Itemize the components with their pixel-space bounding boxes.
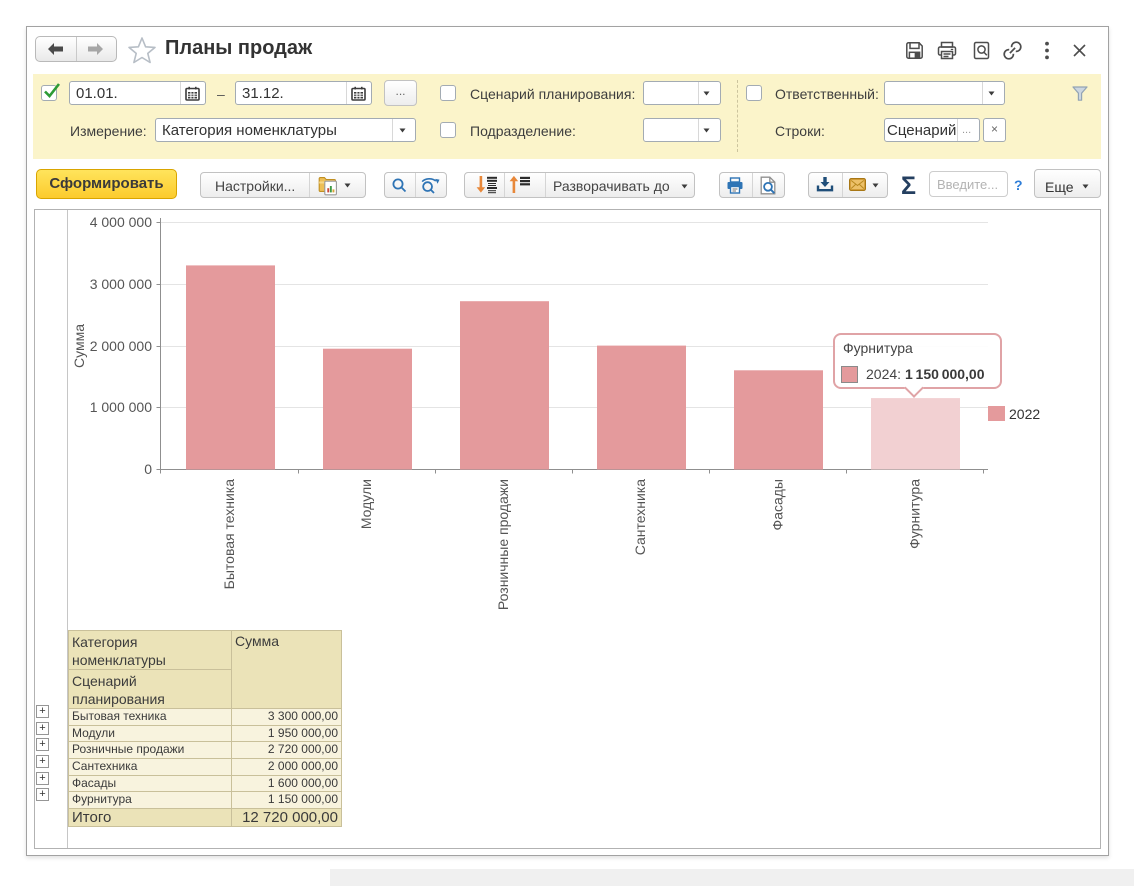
svg-text:Фурнитура: Фурнитура bbox=[907, 479, 923, 549]
svg-text:Розничные продажи: Розничные продажи bbox=[495, 479, 511, 610]
svg-text:Модули: Модули bbox=[358, 479, 374, 529]
svg-text:2022: 2022 bbox=[1009, 406, 1040, 422]
svg-text:Сантехника: Сантехника bbox=[632, 479, 648, 556]
svg-text:1 000 000: 1 000 000 bbox=[90, 399, 152, 415]
svg-text:2 000 000: 2 000 000 bbox=[90, 338, 152, 354]
svg-text:Бытовая техника: Бытовая техника bbox=[221, 479, 237, 590]
svg-text:4 000 000: 4 000 000 bbox=[90, 214, 152, 230]
svg-text:0: 0 bbox=[144, 461, 152, 477]
svg-text:Сумма: Сумма bbox=[71, 324, 87, 368]
svg-text:3 000 000: 3 000 000 bbox=[90, 276, 152, 292]
svg-text:Фасады: Фасады bbox=[770, 479, 786, 530]
